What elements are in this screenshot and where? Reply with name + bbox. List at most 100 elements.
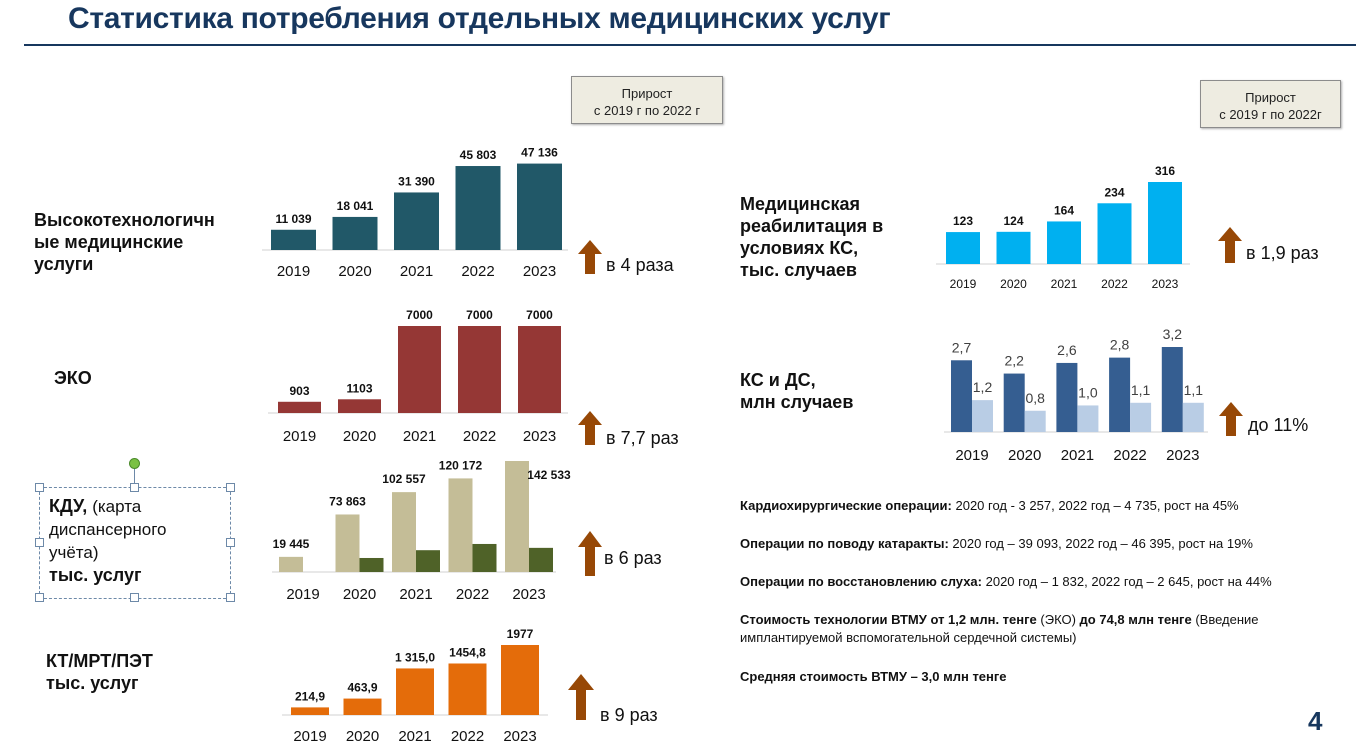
kdu-data-label: 102 557 <box>382 472 426 486</box>
kt-data-label: 1977 <box>507 627 534 641</box>
rehab-tick-label: 2023 <box>1152 277 1179 291</box>
ks-ds-tick-label: 2020 <box>1008 447 1041 464</box>
resize-handle-t[interactable] <box>130 483 139 492</box>
ks-data-label: 2,2 <box>1004 353 1024 369</box>
kdu-bar-secondary <box>416 550 440 572</box>
vtmu-bar <box>332 216 378 250</box>
resize-handle-br[interactable] <box>226 593 235 602</box>
ks-data-label: 2,8 <box>1110 337 1130 353</box>
fact-cataract-bold: Операции по поводу катаракты: <box>740 536 949 551</box>
growth-arrow-icon <box>578 240 602 274</box>
fact-avg-cost: Средняя стоимость ВТМУ – 3,0 млн тенге <box>740 668 1340 686</box>
resize-handle-r[interactable] <box>226 538 235 547</box>
resize-handle-tl[interactable] <box>35 483 44 492</box>
multiplier-kt: в 9 раз <box>600 705 658 725</box>
ds-bar <box>972 400 993 432</box>
label-ks-ds: КС и ДС, млн случаев <box>740 370 854 412</box>
rehab-bar <box>1097 203 1132 264</box>
multiplier-rehab: в 1,9 раз <box>1246 243 1319 263</box>
fact-cost-bold: Стоимость технологии ВТМУ от 1,2 млн. те… <box>740 612 1037 627</box>
ks-bar <box>1161 347 1183 432</box>
vtmu-data-label: 47 136 <box>521 146 558 160</box>
eko-bar <box>338 399 381 413</box>
label-kt-mrt-pet: КТ/МРТ/ПЭТ тыс. услуг <box>46 651 153 693</box>
label-kdu: КДУ, (карта диспансерного учёта) тыс. ус… <box>49 495 167 587</box>
vtmu-data-label: 31 390 <box>398 174 435 188</box>
rotation-handle-line <box>134 468 135 486</box>
kdu-bar <box>448 478 473 572</box>
multiplier-vtmu: в 4 раза <box>606 255 674 275</box>
label-kdu-bold: КДУ, <box>49 496 93 516</box>
growth-arrow-icon <box>1218 227 1242 263</box>
eko-bar <box>398 326 441 413</box>
kt-tick-label: 2020 <box>346 728 379 741</box>
kt-data-label: 1454,8 <box>449 645 486 659</box>
label-kdu-units: тыс. услуг <box>49 565 142 585</box>
resize-handle-bl[interactable] <box>35 593 44 602</box>
page-number: 4 <box>1308 706 1323 736</box>
fact-cost-range: Стоимость технологии ВТМУ от 1,2 млн. те… <box>740 611 1320 647</box>
eko-data-label: 903 <box>289 384 309 398</box>
kdu-bar <box>279 556 303 572</box>
growth-arrow-icon <box>1219 402 1243 436</box>
growth-arrow-icon <box>568 674 594 720</box>
kt-data-label: 214,9 <box>295 689 325 703</box>
resize-handle-tr[interactable] <box>226 483 235 492</box>
eko-tick-label: 2020 <box>343 428 376 445</box>
kdu-tick-label: 2023 <box>512 586 545 603</box>
kdu-bar <box>392 492 416 572</box>
eko-tick-label: 2019 <box>283 428 316 445</box>
eko-bar <box>518 326 561 413</box>
fact-hearing-text: 2020 год – 1 832, 2022 год – 2 645, рост… <box>982 574 1272 589</box>
growth-period-box-right: Прирост с 2019 г по 2022г <box>1200 80 1341 128</box>
fact-cardiac-text: 2020 год - 3 257, 2022 год – 4 735, рост… <box>951 498 1239 513</box>
kdu-data-label: 19 445 <box>273 537 310 551</box>
fact-cost-text: (ЭКО) <box>1036 612 1080 627</box>
ks-data-label: 2,6 <box>1057 342 1077 358</box>
eko-tick-label: 2022 <box>463 428 496 445</box>
kdu-bar-secondary <box>529 547 553 572</box>
ds-bar <box>1182 402 1204 432</box>
rehab-bar <box>996 231 1031 264</box>
kdu-bar-secondary <box>359 557 384 572</box>
vtmu-tick-label: 2022 <box>461 263 494 280</box>
kt-bar <box>396 668 434 715</box>
rehab-bar <box>1148 182 1182 264</box>
ks-data-label: 3,2 <box>1163 326 1183 342</box>
kdu-data-label: 142 533 <box>527 468 571 482</box>
multiplier-eko: в 7,7 раз <box>606 428 679 448</box>
rehab-bar <box>946 232 980 264</box>
label-kdu-note: (карта диспансерного учёта) <box>49 497 167 562</box>
label-eko: ЭКО <box>54 368 92 388</box>
ks-ds-tick-label: 2021 <box>1061 447 1094 464</box>
fact-cost-bold2: до 74,8 млн тенге <box>1079 612 1192 627</box>
kt-bar <box>343 698 382 715</box>
fact-cardiac: Кардиохирургические операции: 2020 год -… <box>740 497 1340 515</box>
fact-hearing: Операции по восстановлению слуха: 2020 г… <box>740 573 1340 591</box>
kt-data-label: 463,9 <box>347 681 377 695</box>
resize-handle-b[interactable] <box>130 593 139 602</box>
rehab-tick-label: 2019 <box>950 277 977 291</box>
page-title: Статистика потребления отдельных медицин… <box>68 2 891 35</box>
vtmu-tick-label: 2019 <box>277 263 310 280</box>
vtmu-tick-label: 2023 <box>523 263 556 280</box>
fact-cardiac-bold: Кардиохирургические операции: <box>740 498 952 513</box>
rotation-handle[interactable] <box>129 458 140 469</box>
growth-period-box-left: Прирост с 2019 г по 2022 г <box>571 76 723 124</box>
eko-tick-label: 2023 <box>523 428 556 445</box>
ks-bar <box>951 360 972 432</box>
kt-data-label: 1 315,0 <box>395 650 435 664</box>
ks-bar <box>1003 373 1025 432</box>
kdu-bar <box>335 514 360 572</box>
fact-cost-text2: (Введение имплантируемой вспомогательной… <box>740 612 1259 645</box>
rehab-tick-label: 2022 <box>1101 277 1128 291</box>
rehab-tick-label: 2020 <box>1000 277 1027 291</box>
ks-bar <box>1056 362 1078 432</box>
kt-tick-label: 2021 <box>398 728 431 741</box>
resize-handle-l[interactable] <box>35 538 44 547</box>
fact-avg-cost-bold: Средняя стоимость ВТМУ – 3,0 млн тенге <box>740 669 1007 684</box>
vtmu-tick-label: 2020 <box>338 263 371 280</box>
title-underline <box>24 44 1356 46</box>
kdu-tick-label: 2022 <box>456 586 489 603</box>
